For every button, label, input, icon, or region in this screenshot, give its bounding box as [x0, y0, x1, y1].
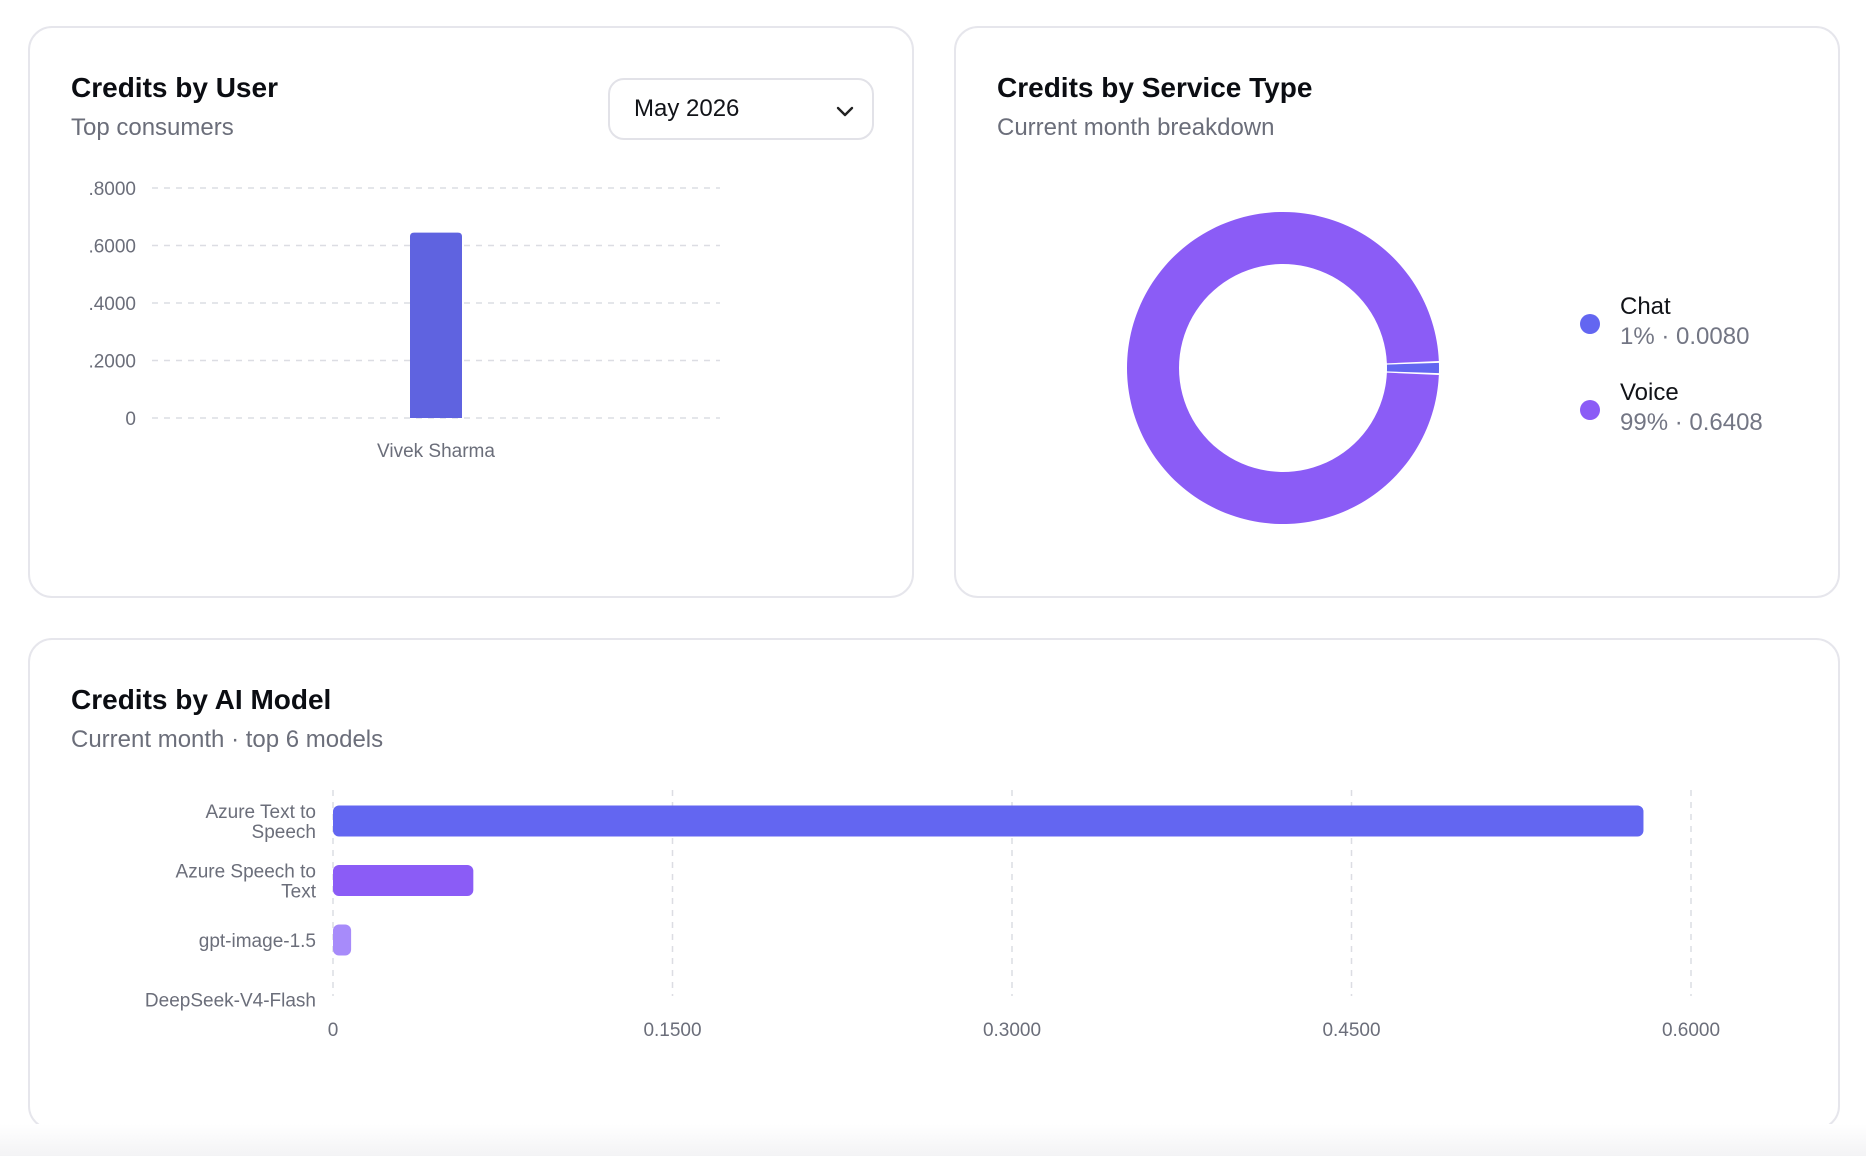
y-tick-label: .4000 — [88, 294, 136, 315]
y-tick-label: 0 — [125, 409, 136, 430]
y-tick-label-line: gpt-image-1.5 — [199, 931, 316, 952]
service-donut-chart — [1127, 212, 1439, 525]
legend-dot — [1580, 400, 1600, 420]
y-tick-label-line: Azure Speech to — [176, 862, 316, 883]
card-title: Credits by User — [71, 72, 278, 103]
x-tick-label: 0.3000 — [983, 1020, 1041, 1041]
y-tick-label: .2000 — [88, 352, 136, 373]
y-tick-label: Azure Text to Speech — [205, 802, 316, 843]
legend-dot — [1580, 314, 1600, 334]
y-tick-label: .6000 — [88, 237, 136, 258]
page-bottom-fade — [0, 1124, 1866, 1156]
month-select-value: May 2026 — [634, 95, 740, 122]
card-subtitle: Current month breakdown — [997, 114, 1275, 141]
y-tick-label: gpt-image-1.5 — [199, 931, 316, 952]
bar — [410, 232, 462, 418]
card-title: Credits by Service Type — [997, 72, 1313, 103]
credits-by-model-chart: 0 0.1500 0.3000 0.4500 0.6000 Azure Text to Sp… — [145, 790, 1720, 1041]
y-tick-label-line: Speech — [252, 822, 316, 843]
card-subtitle: Current month · top 6 models — [71, 726, 384, 753]
credits-by-user-chart: .8000 .6000 .4000 .2000 0 Vivek Sharma — [88, 179, 720, 462]
x-tick-label: 0 — [328, 1020, 339, 1041]
donut-slice-chat — [1386, 362, 1439, 374]
y-tick-label-line: DeepSeek-V4-Flash — [145, 991, 316, 1012]
credits-by-service-card: Credits by Service Type Current month br… — [954, 26, 1840, 598]
x-tick-label: Vivek Sharma — [377, 441, 495, 462]
donut-slice-voice — [1127, 212, 1439, 525]
x-tick-label: 0.1500 — [643, 1020, 701, 1041]
x-tick-label: 0.6000 — [1662, 1020, 1720, 1041]
legend-item-voice: Voice 99% · 0.6408 — [1580, 378, 1763, 464]
card-title: Credits by AI Model — [71, 684, 332, 715]
legend-name: Chat — [1620, 293, 1671, 320]
bar — [333, 805, 1644, 837]
y-tick-label: DeepSeek-V4-Flash — [145, 991, 316, 1012]
y-tick-label: .8000 — [88, 179, 136, 200]
bar — [333, 924, 352, 956]
bar — [333, 865, 474, 896]
y-tick-label: Azure Speech to Text — [176, 862, 317, 903]
credits-by-model-card: Credits by AI Model Current month · top … — [28, 638, 1840, 1130]
legend-value: 1% · 0.0080 — [1620, 323, 1750, 350]
legend-item-chat: Chat 1% · 0.0080 — [1580, 292, 1763, 378]
card-subtitle: Top consumers — [71, 114, 234, 141]
y-tick-label-line: Text — [281, 882, 317, 903]
month-select[interactable]: May 2026 — [608, 78, 874, 140]
service-legend: Chat 1% · 0.0080 Voice 99% · 0.6408 — [1580, 292, 1763, 464]
x-tick-label: 0.4500 — [1322, 1020, 1380, 1041]
credits-by-user-card: Credits by User Top consumers May 2026 .… — [28, 26, 914, 598]
legend-name: Voice — [1620, 379, 1679, 406]
legend-value: 99% · 0.6408 — [1620, 409, 1763, 436]
y-tick-label-line: Azure Text to — [205, 802, 316, 823]
chevron-down-icon — [836, 106, 854, 117]
